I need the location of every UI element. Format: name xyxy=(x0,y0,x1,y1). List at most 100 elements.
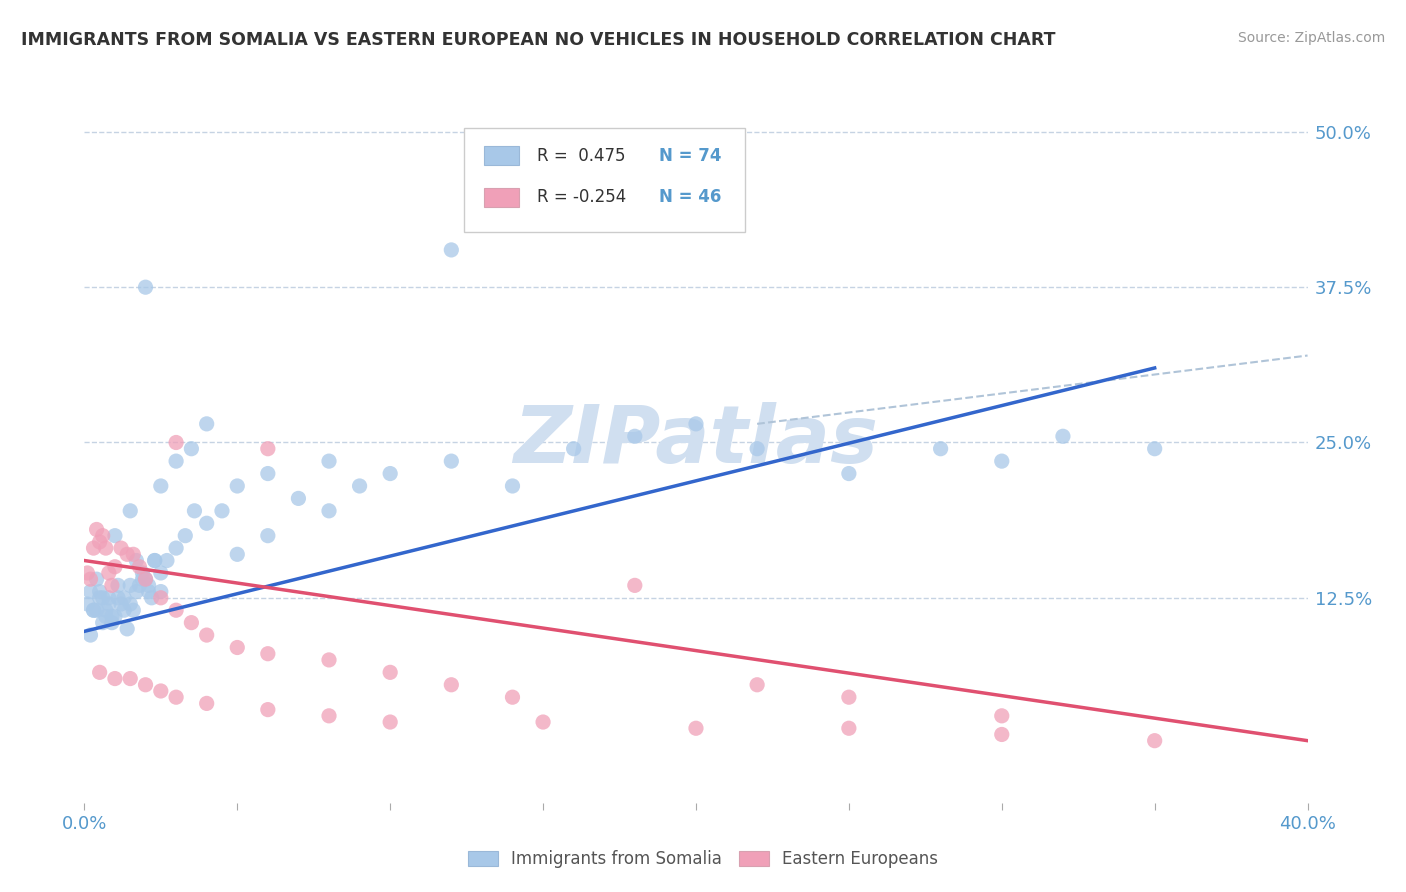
Point xyxy=(318,708,340,723)
Point xyxy=(104,529,127,543)
Point xyxy=(135,678,157,692)
Point xyxy=(115,547,138,561)
Point xyxy=(138,584,160,599)
Point xyxy=(257,442,280,456)
Point xyxy=(195,628,218,642)
Point xyxy=(991,708,1014,723)
Point xyxy=(531,714,554,729)
Point xyxy=(838,690,860,705)
Point xyxy=(101,578,124,592)
Point xyxy=(89,665,111,680)
Point xyxy=(287,491,309,506)
Point xyxy=(562,442,585,456)
Point xyxy=(135,572,157,586)
Point xyxy=(125,553,148,567)
Point xyxy=(89,584,111,599)
Point xyxy=(101,609,124,624)
Point xyxy=(112,591,135,605)
Point xyxy=(79,572,101,586)
Point xyxy=(79,584,101,599)
Point xyxy=(1052,429,1074,443)
Point xyxy=(149,684,172,698)
Point xyxy=(86,603,108,617)
Point xyxy=(120,672,142,686)
Point xyxy=(991,454,1014,468)
Point xyxy=(165,541,187,555)
Point xyxy=(257,703,280,717)
Text: R =  0.475: R = 0.475 xyxy=(537,147,626,165)
Point xyxy=(257,529,280,543)
Point xyxy=(838,467,860,481)
Point xyxy=(226,547,249,561)
Point xyxy=(156,553,179,567)
Point xyxy=(86,572,108,586)
Point xyxy=(195,516,218,531)
Point xyxy=(440,243,463,257)
Point xyxy=(165,454,187,468)
Point xyxy=(929,442,952,456)
Point xyxy=(76,566,98,580)
Point xyxy=(380,714,402,729)
Point xyxy=(440,678,463,692)
Point xyxy=(149,479,172,493)
Point xyxy=(101,615,124,630)
Point xyxy=(120,504,142,518)
Point xyxy=(318,653,340,667)
Point xyxy=(86,523,108,537)
Point xyxy=(107,591,129,605)
Point xyxy=(440,454,463,468)
Point xyxy=(747,442,769,456)
Point xyxy=(318,454,340,468)
Point xyxy=(110,597,132,611)
Point xyxy=(76,597,98,611)
Point xyxy=(128,559,150,574)
Point xyxy=(257,647,280,661)
Point xyxy=(165,690,187,705)
Point xyxy=(89,534,111,549)
Point xyxy=(624,578,647,592)
Point xyxy=(89,591,111,605)
Point xyxy=(83,603,105,617)
Point xyxy=(183,504,205,518)
Point xyxy=(120,578,142,592)
Point xyxy=(195,417,218,431)
Point xyxy=(131,566,153,580)
Point xyxy=(211,504,233,518)
Point xyxy=(257,467,280,481)
Legend: Immigrants from Somalia, Eastern Europeans: Immigrants from Somalia, Eastern Europea… xyxy=(461,844,945,875)
Point xyxy=(79,628,101,642)
Point xyxy=(1143,442,1166,456)
Point xyxy=(502,479,524,493)
Point xyxy=(838,721,860,735)
Point xyxy=(135,280,157,294)
Point xyxy=(747,678,769,692)
Point xyxy=(120,597,142,611)
Point xyxy=(195,697,218,711)
Text: IMMIGRANTS FROM SOMALIA VS EASTERN EUROPEAN NO VEHICLES IN HOUSEHOLD CORRELATION: IMMIGRANTS FROM SOMALIA VS EASTERN EUROP… xyxy=(21,31,1056,49)
Point xyxy=(94,609,117,624)
Point xyxy=(115,622,138,636)
Point xyxy=(143,553,166,567)
Point xyxy=(180,615,202,630)
Text: R = -0.254: R = -0.254 xyxy=(537,188,626,206)
FancyBboxPatch shape xyxy=(464,128,745,232)
Point xyxy=(165,435,187,450)
Text: N = 74: N = 74 xyxy=(659,147,721,165)
Point xyxy=(226,479,249,493)
Point xyxy=(91,529,114,543)
Point xyxy=(165,603,187,617)
Text: ZIPatlas: ZIPatlas xyxy=(513,402,879,480)
Text: N = 46: N = 46 xyxy=(659,188,721,206)
Point xyxy=(141,591,163,605)
Point xyxy=(83,541,105,555)
Point xyxy=(685,417,707,431)
Point xyxy=(94,603,117,617)
Point xyxy=(104,672,127,686)
Point xyxy=(125,584,148,599)
Point xyxy=(122,603,145,617)
Point xyxy=(349,479,371,493)
Point xyxy=(91,615,114,630)
Point xyxy=(502,690,524,705)
Point xyxy=(149,584,172,599)
Point xyxy=(104,559,127,574)
